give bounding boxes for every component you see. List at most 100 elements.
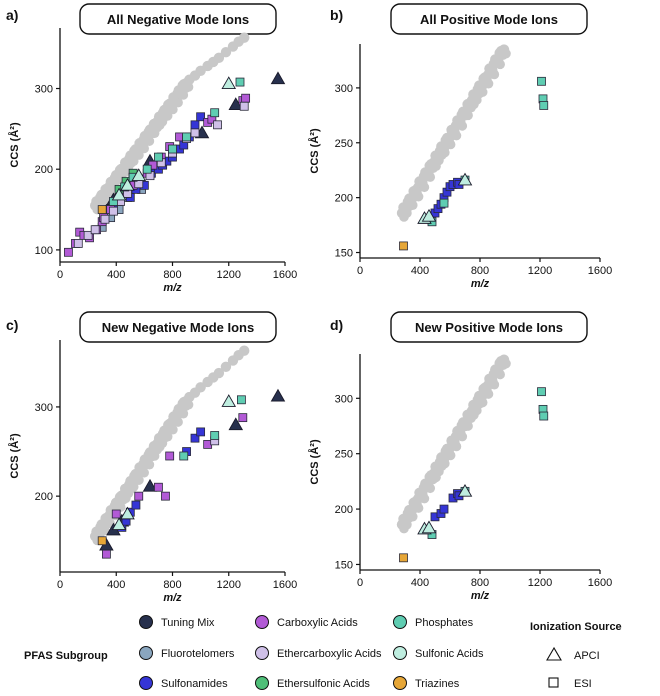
reference-point (419, 182, 430, 193)
data-point-phosphates (210, 108, 220, 118)
y-axis-label: CCS (Å²) (308, 128, 321, 174)
series-sulfonic (417, 172, 473, 224)
reference-point (457, 121, 468, 131)
data-point-phosphates (439, 198, 449, 208)
data-point-triazines (399, 241, 408, 251)
data-point-sulfonic (457, 483, 473, 497)
data-point-sulfonic (221, 394, 237, 407)
data-point-sulfonic (111, 517, 127, 531)
legend-label-ethersulfonic: Ethersulfonic Acids (277, 678, 370, 690)
reference-point (144, 136, 155, 146)
reference-point (501, 48, 511, 59)
data-point-sulfonamides (196, 112, 206, 122)
reference-point (489, 69, 500, 80)
x-tick-label: 1600 (588, 265, 612, 277)
reference-point (445, 139, 456, 150)
reference-point (413, 503, 424, 513)
legend-swatch-phosphates (393, 615, 407, 629)
x-tick-label: 0 (57, 579, 63, 591)
reference-point (501, 358, 511, 369)
data-point-tuning (270, 388, 286, 402)
reference-point (168, 424, 178, 435)
y-tick-label: 200 (335, 193, 353, 205)
reference-point (425, 483, 436, 494)
series-sulfonic (111, 76, 237, 201)
data-point-carboxylic (165, 451, 175, 461)
data-point-phosphates (539, 411, 549, 421)
data-point-triazines (97, 536, 107, 546)
y-tick-label: 100 (35, 245, 53, 257)
reference-trend (396, 44, 511, 222)
x-axis-label: m/z (471, 590, 490, 602)
reference-point (213, 52, 225, 64)
x-tick-label: 0 (357, 265, 363, 277)
reference-point (139, 467, 149, 478)
data-point-sulfonic (131, 168, 147, 181)
reference-point (495, 59, 505, 70)
x-tick-label: 800 (163, 579, 181, 591)
reference-point (457, 431, 468, 442)
reference-point (139, 143, 149, 154)
reference-point (168, 104, 178, 115)
panel-a: a) All Negative Mode Ions 0 400 800 1200 1600 1… (6, 3, 297, 294)
x-tick-label: 400 (107, 269, 125, 281)
data-point-ethercarboxylic (83, 230, 93, 240)
y-tick-label: 250 (335, 138, 353, 150)
series-sulfonic (417, 483, 473, 535)
data-point-sulfonamides (190, 120, 200, 130)
reference-point (495, 369, 505, 380)
legend-swatch-ethersulfonic (255, 676, 269, 690)
series-sulfonic (111, 394, 237, 531)
panel-title: All Positive Mode Ions (420, 12, 558, 27)
reference-point (445, 450, 456, 461)
legend-swatch-carboxylic (255, 615, 269, 629)
x-tick-label: 1600 (273, 269, 297, 281)
y-tick-label: 150 (335, 248, 353, 260)
reference-point (239, 32, 250, 43)
panel-title: New Negative Mode Ions (102, 320, 254, 335)
data-point-sulfonic (111, 187, 127, 201)
data-point-sulfonamides (439, 504, 449, 514)
legend-label-sulfonamides: Sulfonamides (161, 678, 228, 690)
panel-title: All Negative Mode Ions (107, 12, 249, 27)
y-tick-label: 300 (35, 84, 53, 96)
data-point-phosphates (537, 387, 546, 397)
data-point-carboxylic (111, 509, 121, 519)
panel-letter: a) (6, 7, 18, 23)
legend: PFAS Subgroup Tuning Mix Fluorotelomers Sul… (24, 615, 622, 690)
x-tick-label: 400 (107, 579, 125, 591)
x-tick-label: 800 (471, 577, 489, 589)
reference-point (213, 367, 225, 379)
reference-trend (396, 354, 511, 534)
panel-title-box (79, 311, 277, 343)
y-tick-label: 300 (335, 393, 353, 405)
x-tick-label: 1200 (528, 577, 552, 589)
data-point-tuning (228, 417, 244, 431)
legend-label-fluorotelomers: Fluorotelomers (161, 648, 235, 660)
data-point-ethercarboxylic (239, 101, 249, 111)
reference-point (483, 78, 494, 89)
data-point-sulfonamides (190, 433, 200, 443)
series-triazines (97, 536, 107, 546)
x-tick-label: 1600 (588, 577, 612, 589)
legend-source-apci: APCI (574, 650, 600, 662)
x-tick-label: 800 (471, 265, 489, 277)
legend-swatch-ethercarboxylic (255, 646, 269, 660)
panel-title-box (390, 311, 588, 343)
x-axis-label: m/z (471, 278, 490, 290)
legend-swatch-fluorotelomers (139, 646, 153, 660)
data-point-sulfonic (457, 172, 473, 186)
reference-point (220, 47, 232, 58)
x-tick-label: 1200 (528, 265, 552, 277)
data-point-ethercarboxylic (190, 128, 200, 138)
legend-source-title: Ionization Source (530, 621, 622, 633)
reference-point (463, 110, 473, 121)
y-tick-label: 200 (35, 491, 53, 503)
data-point-ethercarboxylic (100, 214, 110, 224)
data-point-carboxylic (241, 93, 251, 103)
panel-c: c) New Negative Mode Ions 0 400 800 1200 1600 2… (6, 311, 297, 604)
data-point-sulfonic (221, 76, 237, 90)
reference-trend (89, 32, 250, 215)
reference-trend (89, 345, 250, 546)
